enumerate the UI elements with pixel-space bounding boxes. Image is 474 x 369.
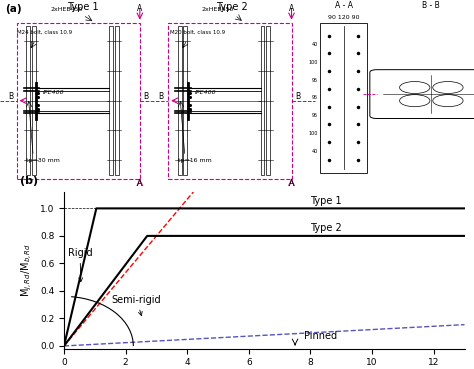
Text: tp=30 mm: tp=30 mm: [26, 158, 60, 163]
Text: Type 1: Type 1: [310, 196, 342, 206]
Text: B: B: [144, 92, 148, 101]
Circle shape: [400, 95, 430, 107]
Text: A - A: A - A: [335, 0, 353, 10]
Text: A: A: [137, 179, 143, 188]
Circle shape: [400, 82, 430, 93]
Bar: [320, 23, 367, 173]
Bar: [109, 26, 113, 175]
Text: 95: 95: [311, 77, 318, 83]
Text: 95: 95: [311, 113, 318, 118]
Bar: [17, 23, 140, 179]
Text: IPE400: IPE400: [43, 90, 64, 95]
Bar: [26, 26, 30, 175]
Text: 40: 40: [311, 42, 318, 47]
Text: 100: 100: [308, 60, 318, 65]
Text: B: B: [295, 92, 300, 101]
Text: Semi-rigid: Semi-rigid: [112, 294, 161, 315]
Text: B: B: [8, 92, 13, 101]
Text: 90 120 90: 90 120 90: [328, 15, 359, 20]
Bar: [32, 26, 36, 175]
Text: Type 1: Type 1: [67, 2, 99, 12]
Text: A: A: [289, 4, 294, 13]
Bar: [261, 26, 264, 175]
Text: (b): (b): [20, 176, 38, 186]
Text: Type 2: Type 2: [310, 223, 342, 233]
Text: A: A: [289, 179, 294, 188]
Y-axis label: M$_{j,Rd}$/M$_{b,Rd}$: M$_{j,Rd}$/M$_{b,Rd}$: [20, 243, 34, 297]
Text: B: B: [159, 92, 164, 101]
Text: (a): (a): [5, 4, 21, 14]
Circle shape: [433, 82, 463, 93]
Bar: [266, 26, 270, 175]
Circle shape: [433, 95, 463, 107]
Text: M20 bolt, class 10.9: M20 bolt, class 10.9: [170, 30, 225, 35]
Text: 95: 95: [311, 95, 318, 100]
Bar: [178, 26, 182, 175]
Text: Rigid: Rigid: [68, 248, 92, 282]
Text: 2xHEB450: 2xHEB450: [50, 7, 82, 12]
Bar: [168, 23, 292, 179]
FancyBboxPatch shape: [370, 70, 474, 118]
Text: 100: 100: [308, 131, 318, 136]
Text: Type 2: Type 2: [217, 2, 248, 12]
Text: A: A: [137, 4, 143, 13]
Text: B - B: B - B: [422, 0, 440, 10]
Bar: [183, 26, 187, 175]
Bar: [115, 26, 118, 175]
Text: M24 bolt, class 10.9: M24 bolt, class 10.9: [17, 30, 72, 35]
Text: tp=16 mm: tp=16 mm: [178, 158, 211, 163]
Text: IPE400: IPE400: [194, 90, 216, 95]
Text: 40: 40: [311, 149, 318, 154]
Text: Pinned: Pinned: [304, 331, 337, 341]
Text: 2xHEB450: 2xHEB450: [202, 7, 234, 12]
